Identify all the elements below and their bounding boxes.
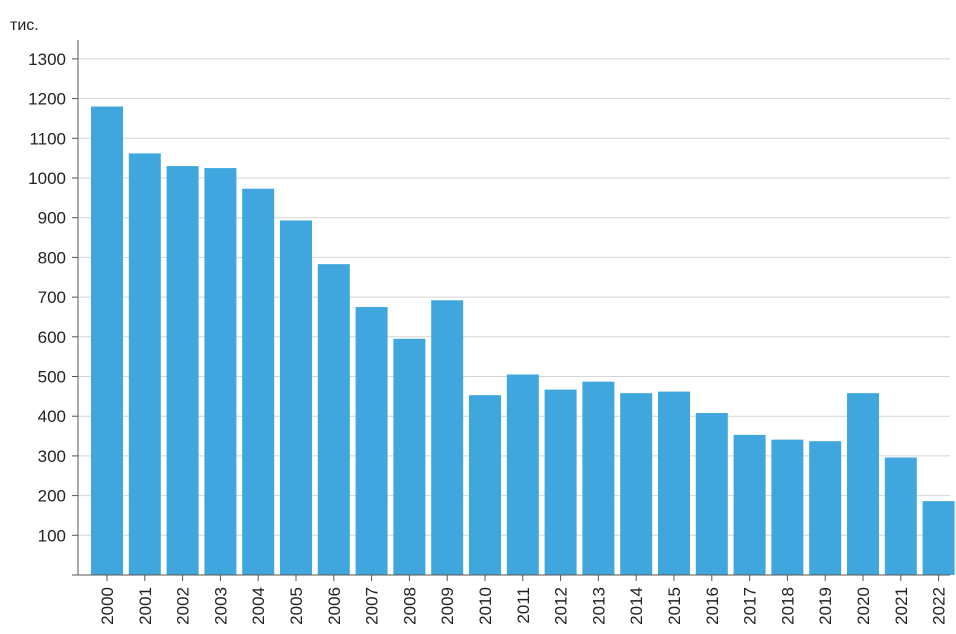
bar-2014: [620, 393, 653, 575]
x-tick-label: 2014: [627, 587, 646, 625]
y-tick-label: 300: [38, 447, 66, 466]
y-tick-label: 1300: [28, 50, 66, 69]
y-tick-label: 200: [38, 487, 66, 506]
bar-2005: [280, 220, 312, 575]
bar-2021: [884, 457, 917, 575]
bar-2006: [317, 264, 350, 575]
x-tick-label: 2022: [930, 587, 949, 625]
bar-2010: [469, 395, 501, 575]
bar-2001: [128, 153, 161, 576]
y-tick-label: 900: [38, 209, 66, 228]
x-tick-labels: 2000 2001 2002 2003 2004 2005 2006 2007 2008 2009…: [98, 587, 949, 625]
bar-2008: [393, 338, 426, 575]
bar-2016: [695, 413, 728, 575]
axes: [72, 40, 950, 581]
x-tick-label: 2010: [476, 587, 495, 625]
x-tick-label: 2000: [98, 587, 117, 625]
y-tick-label: 100: [38, 526, 66, 545]
x-tick-label: 2009: [438, 587, 457, 625]
x-tick-label: 2007: [363, 587, 382, 625]
x-tick-label: 2003: [211, 587, 230, 625]
bar-2012: [544, 389, 577, 575]
x-tick-label: 2012: [552, 587, 571, 625]
bar-2011: [506, 374, 539, 575]
y-tick-label: 500: [38, 368, 66, 387]
unit-label: тис.: [10, 17, 39, 34]
x-tick-label: 2005: [287, 587, 306, 625]
y-tick-label: 700: [38, 288, 66, 307]
x-tick-label: 2017: [741, 587, 760, 625]
bar-2004: [242, 188, 275, 575]
y-tick-label: 1200: [28, 90, 66, 109]
bar-2019: [809, 441, 842, 575]
bar-2013: [582, 381, 615, 575]
bar-2003: [204, 168, 237, 575]
x-tick-label: 2008: [400, 587, 419, 625]
x-tick-label: 2018: [778, 587, 797, 625]
y-tick-label: 800: [38, 248, 66, 267]
y-tick-labels: 100 200 300 400 500 600 700 800 900 1000 1100 1200 1…: [28, 50, 66, 545]
x-tick-label: 2015: [665, 587, 684, 625]
bar-2020: [847, 393, 879, 575]
y-tick-label: 1100: [29, 129, 66, 148]
bars: [91, 106, 955, 576]
x-tick-label: 2021: [892, 587, 911, 625]
x-tick-label: 2013: [589, 587, 608, 625]
x-tick-label: 2002: [174, 587, 193, 625]
bar-2015: [658, 391, 690, 575]
bar-2000: [91, 106, 123, 575]
y-tick-label: 400: [38, 407, 66, 426]
bar-2002: [166, 166, 199, 575]
x-tick-label: 2019: [816, 587, 835, 625]
y-tick-label: 1000: [28, 169, 66, 188]
x-tick-label: 2020: [854, 587, 873, 625]
bar-2009: [431, 300, 464, 575]
x-tick-label: 2006: [325, 587, 344, 625]
x-tick-label: 2016: [703, 587, 722, 625]
bar-2018: [771, 439, 804, 575]
x-tick-label: 2011: [514, 587, 533, 624]
x-tick-label: 2001: [136, 587, 155, 625]
bar-2007: [355, 307, 388, 575]
bar-2017: [733, 434, 766, 575]
y-tick-label: 600: [38, 328, 66, 347]
bar-2022: [922, 501, 955, 575]
x-tick-label: 2004: [249, 587, 268, 625]
